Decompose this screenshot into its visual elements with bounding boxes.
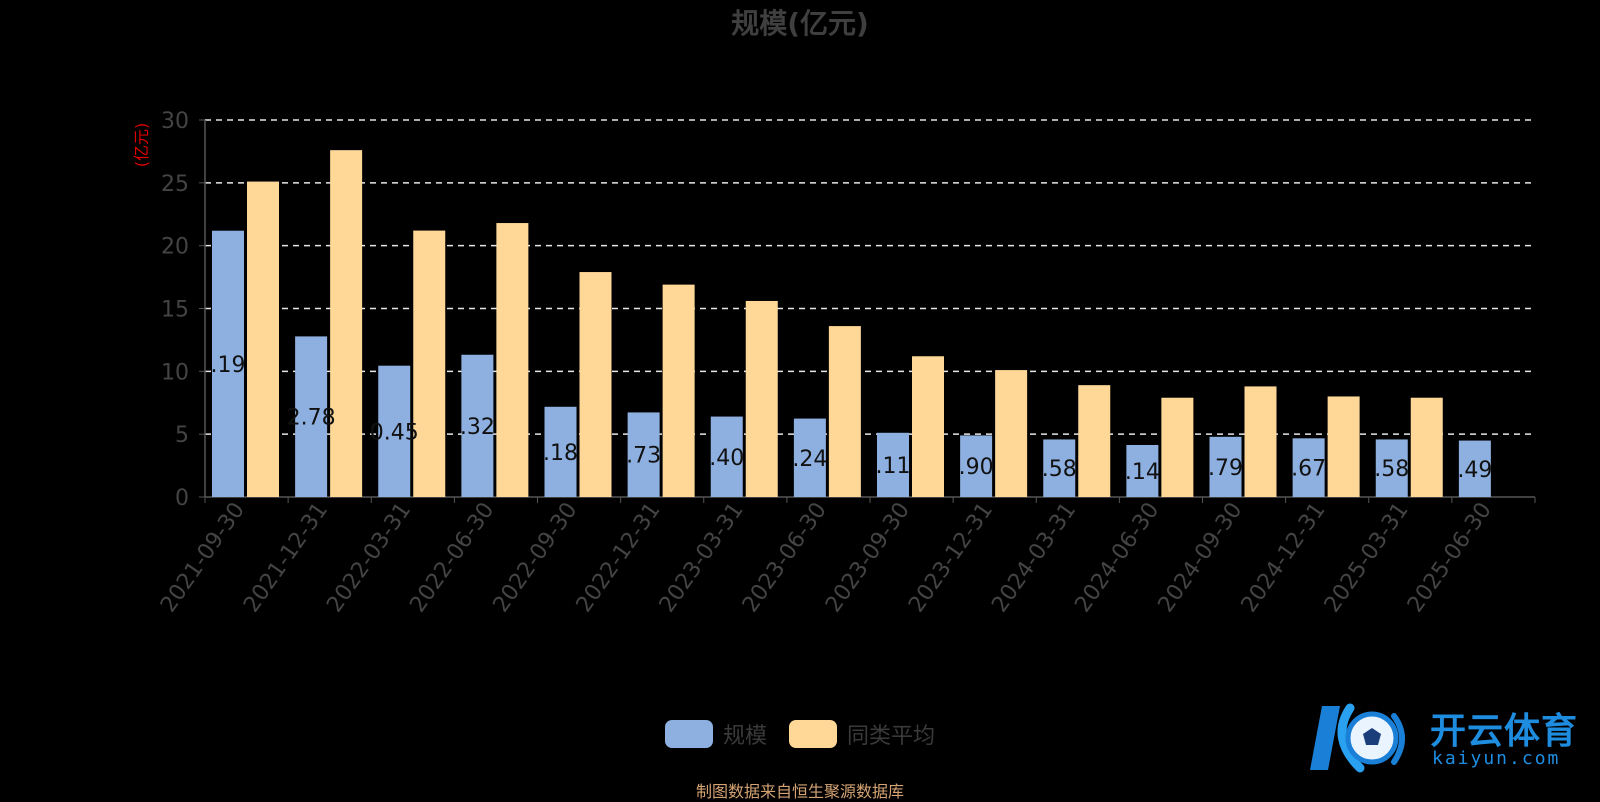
watermark-domain: kaiyun.com: [1432, 748, 1561, 769]
legend: 规模 同类平均: [0, 718, 1600, 750]
bar-peer-average: [330, 150, 363, 497]
bar-value-label: .90: [959, 455, 994, 480]
y-tick-label: 20: [161, 235, 189, 260]
y-tick-label: 5: [175, 423, 189, 448]
bar-scale: [1375, 439, 1408, 497]
legend-item-peer-average[interactable]: 同类平均: [789, 718, 935, 750]
source-note: 制图数据来自恒生聚源数据库: [695, 782, 904, 801]
data-labels: .19 2.78 0.45 .32 .18 .73 .40 .24 .11 .90 .58 .14 .7…: [211, 353, 1493, 485]
bar-peer-average: [745, 300, 778, 497]
bar-value-label: .79: [1208, 456, 1243, 481]
bar-value-label: .19: [211, 353, 246, 378]
y-tick-label: 10: [161, 360, 189, 385]
bars: [212, 150, 1491, 497]
bar-scale: [212, 230, 244, 497]
bar-scale: [1209, 436, 1242, 497]
bar-scale: [378, 365, 411, 497]
bar-peer-average: [1410, 397, 1443, 497]
bar-value-label: .58: [1374, 457, 1409, 482]
bar-peer-average: [1078, 385, 1111, 497]
legend-label-peer-average: 同类平均: [847, 724, 936, 749]
x-tick-label: 2022-09-30: [489, 498, 583, 617]
bar-scale: [1292, 438, 1325, 497]
legend-swatch-peer-average: [789, 720, 837, 748]
bar-scale: [710, 416, 743, 497]
bar-scale: [295, 336, 328, 497]
bar-scale: [627, 412, 660, 497]
x-tick-label: 2024-09-30: [1154, 498, 1248, 617]
bar-peer-average: [1327, 396, 1360, 497]
bar-peer-average: [662, 284, 695, 497]
bar-value-label: .14: [1125, 460, 1160, 485]
y-tick-label: 15: [161, 298, 189, 323]
bar-scale: [1043, 439, 1076, 497]
y-tick-label: 0: [175, 486, 189, 511]
x-tick-label: 2024-12-31: [1237, 498, 1331, 617]
bar-peer-average: [247, 181, 279, 497]
legend-label-scale: 规模: [722, 724, 767, 749]
watermark-logo: 开云体育 kaiyun.com: [1310, 698, 1595, 778]
bar-peer-average: [912, 356, 944, 497]
bar-scale: [544, 406, 577, 497]
bar-value-label: .24: [792, 447, 827, 472]
watermark-brand: 开云体育: [1430, 711, 1579, 752]
x-tick-label: 2023-12-31: [904, 498, 998, 617]
x-tick-label: 2023-09-30: [821, 498, 915, 617]
x-tick-label: 2023-03-31: [655, 498, 749, 617]
bar-scale: [877, 432, 909, 497]
bar-peer-average: [995, 370, 1028, 497]
bar-scale: [793, 418, 826, 497]
y-tick-label: 30: [161, 109, 189, 134]
bar-value-label: 0.45: [370, 420, 419, 445]
x-tick-label: 2024-03-31: [987, 498, 1081, 617]
y-tick-label: 25: [161, 172, 189, 197]
bar-value-label: .11: [876, 454, 911, 479]
bar-value-label: .32: [460, 415, 495, 440]
bar-value-label: .67: [1291, 457, 1326, 482]
bar-value-label: .58: [1042, 457, 1077, 482]
bar-peer-average: [413, 230, 446, 497]
x-tick-label: 2022-12-31: [572, 498, 666, 617]
bar-peer-average: [828, 326, 861, 497]
chart-title: 规模(亿元): [731, 7, 869, 40]
x-tick-label: 2025-06-30: [1403, 498, 1497, 617]
bar-peer-average: [1161, 397, 1194, 497]
x-tick-label: 2022-03-31: [322, 498, 416, 617]
bar-scale: [1458, 440, 1491, 497]
soccer-ball-logo-icon: [1310, 703, 1405, 773]
bar-peer-average: [579, 272, 612, 497]
x-tick-label: 2021-12-31: [239, 498, 333, 617]
x-tick-label: 2021-09-30: [156, 498, 250, 617]
x-tick-label: 2023-06-30: [738, 498, 832, 617]
bar-value-label: 2.78: [287, 406, 336, 431]
legend-swatch-scale: [664, 720, 713, 748]
bar-value-label: .49: [1457, 458, 1492, 483]
bar-peer-average: [496, 223, 529, 497]
bar-scale: [1126, 444, 1159, 497]
x-tick-label: 2022-06-30: [405, 498, 499, 617]
legend-item-scale[interactable]: 规模: [664, 718, 767, 750]
x-tick-label: 2025-03-31: [1320, 498, 1414, 617]
bar-peer-average: [1244, 386, 1277, 497]
x-tick-label: 2024-06-30: [1070, 498, 1164, 617]
y-axis-label: (亿元): [132, 123, 151, 168]
bar-scale: [960, 435, 993, 497]
bar-value-label: .18: [543, 441, 578, 466]
bar-value-label: .73: [626, 444, 661, 469]
bar-value-label: .40: [709, 446, 744, 471]
bar-scale: [461, 354, 494, 497]
